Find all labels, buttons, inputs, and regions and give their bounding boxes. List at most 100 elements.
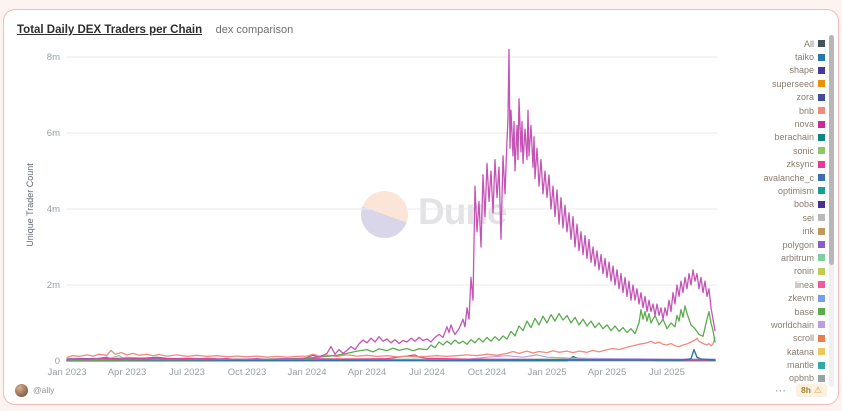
more-options-icon[interactable]: ⋯ [775, 384, 787, 397]
x-tick-label: Jan 2023 [47, 367, 87, 378]
chart-canvas[interactable] [66, 41, 717, 362]
legend-swatch-icon [818, 294, 825, 302]
legend-scrollbar[interactable] [829, 35, 834, 387]
legend-label: mantle [786, 360, 814, 371]
legend-label: base [794, 306, 814, 317]
legend-swatch-icon [818, 53, 825, 61]
legend-label: optimism [777, 185, 814, 196]
legend-swatch-icon [818, 66, 825, 74]
x-tick-label: Apr 2025 [587, 367, 627, 378]
legend-item-berachain[interactable]: berachain [751, 131, 825, 144]
legend-item-nova[interactable]: nova [751, 117, 825, 130]
legend-swatch-icon [818, 348, 825, 356]
legend-swatch-icon [818, 267, 825, 275]
y-tick-label: 0 [54, 356, 60, 367]
data-age-badge[interactable]: 8h ⚠ [796, 383, 827, 397]
chart-header: Total Daily DEX Traders per Chain dex co… [17, 20, 748, 38]
legend-swatch-icon [818, 120, 825, 128]
x-tick-label: Jan 2024 [287, 367, 327, 378]
x-tick-label: Jul 2023 [169, 367, 205, 378]
legend-item-superseed[interactable]: superseed [751, 77, 825, 90]
legend-label: All [803, 38, 814, 49]
legend-swatch-icon [818, 93, 825, 101]
y-tick-label: 4m [46, 203, 60, 215]
chart-subtitle: dex comparison [215, 24, 294, 36]
legend-item-zkevm[interactable]: zkevm [751, 291, 825, 304]
legend-item-zksync[interactable]: zksync [751, 158, 825, 171]
legend-label: katana [786, 346, 814, 357]
legend-item-ink[interactable]: ink [751, 224, 825, 237]
legend-scrollbar-thumb[interactable] [829, 35, 834, 265]
legend-swatch-icon [818, 160, 825, 168]
legend-label: arbitrum [780, 252, 814, 263]
legend-item-optimism[interactable]: optimism [751, 184, 825, 197]
x-tick-label: Jul 2024 [409, 367, 445, 378]
legend-item-linea[interactable]: linea [751, 278, 825, 291]
legend-label: sonic [792, 145, 814, 156]
legend-item-sei[interactable]: sei [751, 211, 825, 224]
legend-label: worldchain [770, 319, 814, 330]
legend-item-shape[interactable]: shape [751, 64, 825, 77]
legend-swatch-icon [818, 80, 825, 88]
chart-card: Total Daily DEX Traders per Chain dex co… [3, 9, 839, 405]
x-tick-label: Oct 2024 [467, 367, 507, 378]
legend-label: shape [789, 65, 814, 76]
legend-swatch-icon [818, 174, 825, 182]
legend-label: zora [796, 92, 814, 103]
legend-swatch-icon [818, 281, 825, 289]
plot-area: Dune [66, 41, 717, 362]
data-age-label: 8h [801, 385, 811, 395]
chart-title-link[interactable]: Total Daily DEX Traders per Chain [17, 24, 203, 36]
legend-label: scroll [792, 333, 814, 344]
legend-item-worldchain[interactable]: worldchain [751, 318, 825, 331]
legend-item-zora[interactable]: zora [751, 91, 825, 104]
legend-item-All[interactable]: All [751, 37, 825, 50]
series-bnb [66, 336, 716, 358]
legend-label: taiko [794, 52, 814, 63]
legend-item-arbitrum[interactable]: arbitrum [751, 251, 825, 264]
legend-label: bnb [798, 105, 814, 116]
x-tick-label: Apr 2023 [107, 367, 147, 378]
legend-swatch-icon [818, 133, 825, 141]
legend-item-taiko[interactable]: taiko [751, 50, 825, 63]
legend-item-ronin[interactable]: ronin [751, 265, 825, 278]
legend-item-mantle[interactable]: mantle [751, 358, 825, 371]
dune-logo-icon [361, 191, 408, 238]
legend-swatch-icon [818, 321, 825, 329]
x-tick-label: Apr 2024 [347, 367, 387, 378]
legend-label: polygon [782, 239, 814, 250]
legend-item-opbnb[interactable]: opbnb [751, 372, 825, 385]
legend-swatch-icon [818, 147, 825, 155]
legend-item-polygon[interactable]: polygon [751, 238, 825, 251]
legend-item-base[interactable]: base [751, 305, 825, 318]
legend-label: boba [793, 199, 814, 210]
x-tick-label: Jan 2025 [527, 367, 567, 378]
legend-item-bnb[interactable]: bnb [751, 104, 825, 117]
series-base [66, 305, 716, 362]
x-tick-label: Jul 2025 [649, 367, 685, 378]
legend-swatch-icon [818, 241, 825, 249]
author-avatar[interactable] [15, 383, 28, 397]
legend-item-scroll[interactable]: scroll [751, 332, 825, 345]
legend-swatch-icon [818, 227, 825, 235]
legend-swatch-icon [818, 374, 825, 382]
legend-swatch-icon [818, 334, 825, 342]
legend-swatch-icon [818, 107, 825, 115]
legend-label: zksync [786, 159, 814, 170]
y-tick-label: 8m [46, 51, 60, 63]
legend-swatch-icon [818, 361, 825, 369]
series-taiko [66, 348, 716, 362]
legend-label: sei [802, 212, 814, 223]
legend-item-boba[interactable]: boba [751, 198, 825, 211]
warning-icon: ⚠ [813, 384, 822, 395]
legend-swatch-icon [818, 200, 825, 208]
legend-item-katana[interactable]: katana [751, 345, 825, 358]
legend-item-sonic[interactable]: sonic [751, 144, 825, 157]
legend-swatch-icon [818, 214, 825, 222]
legend-item-avalanche_c[interactable]: avalanche_c [751, 171, 825, 184]
y-tick-label: 2m [46, 279, 60, 291]
author-handle[interactable]: @ally [33, 385, 55, 395]
legend-swatch-icon [818, 308, 825, 315]
legend-label: ink [802, 226, 814, 237]
legend-label: ronin [793, 266, 814, 277]
